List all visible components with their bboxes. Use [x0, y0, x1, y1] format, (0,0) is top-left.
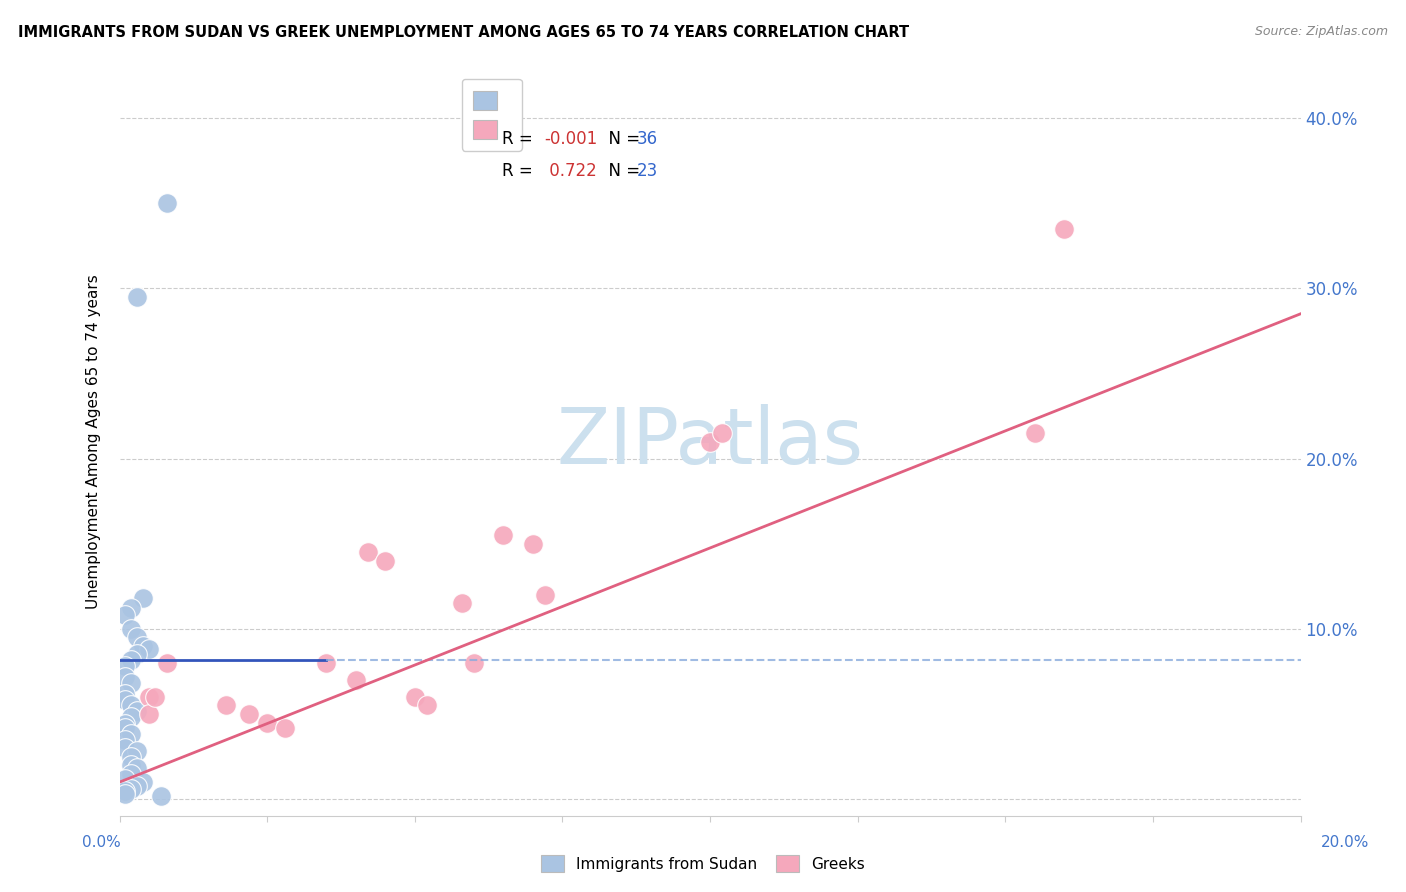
Point — [127, 704, 149, 718]
Text: Source: ZipAtlas.com: Source: ZipAtlas.com — [1254, 25, 1388, 38]
Text: 20.0%: 20.0% — [1322, 836, 1369, 850]
Point — [463, 656, 485, 670]
Y-axis label: Unemployment Among Ages 65 to 74 years: Unemployment Among Ages 65 to 74 years — [86, 274, 101, 609]
Text: IMMIGRANTS FROM SUDAN VS GREEK UNEMPLOYMENT AMONG AGES 65 TO 74 YEARS CORRELATIO: IMMIGRANTS FROM SUDAN VS GREEK UNEMPLOYM… — [18, 25, 910, 40]
Point — [415, 698, 437, 713]
Point — [127, 648, 149, 662]
Point — [114, 717, 136, 731]
Point — [114, 732, 136, 747]
Point — [127, 744, 149, 758]
Text: 0.722: 0.722 — [544, 161, 598, 179]
Point — [120, 698, 142, 713]
Point — [533, 588, 555, 602]
Point — [114, 659, 136, 673]
Point — [127, 762, 149, 776]
Point — [120, 652, 142, 666]
Point — [138, 706, 160, 721]
Text: R =: R = — [502, 130, 538, 148]
Point — [127, 779, 149, 793]
Point — [344, 673, 367, 687]
Point — [114, 693, 136, 707]
Point — [120, 622, 142, 636]
Point — [710, 425, 733, 440]
Point — [138, 642, 160, 657]
Legend: Immigrants from Sudan, Greeks: Immigrants from Sudan, Greeks — [534, 847, 872, 880]
Point — [114, 608, 136, 623]
Text: R =: R = — [502, 161, 538, 179]
Point — [127, 631, 149, 645]
Point — [120, 781, 142, 796]
Point — [1024, 425, 1046, 440]
Point — [120, 710, 142, 724]
Point — [699, 434, 721, 449]
Point — [114, 772, 136, 786]
Point — [356, 545, 378, 559]
Point — [156, 656, 179, 670]
Point — [522, 537, 544, 551]
Point — [114, 787, 136, 801]
Point — [238, 706, 260, 721]
Point — [120, 727, 142, 741]
Point — [120, 601, 142, 615]
Point — [156, 196, 179, 211]
Point — [451, 596, 474, 610]
Point — [315, 656, 337, 670]
Point — [114, 687, 136, 701]
Point — [114, 669, 136, 683]
Point — [143, 690, 166, 704]
Point — [120, 758, 142, 772]
Text: N =: N = — [598, 161, 645, 179]
Point — [215, 698, 238, 713]
Point — [114, 741, 136, 756]
Text: 0.0%: 0.0% — [82, 836, 121, 850]
Text: -0.001: -0.001 — [544, 130, 598, 148]
Point — [120, 676, 142, 690]
Text: ZIPatlas: ZIPatlas — [557, 403, 863, 480]
Point — [256, 715, 278, 730]
Point — [274, 721, 297, 735]
Point — [149, 789, 172, 803]
Text: 23: 23 — [637, 161, 658, 179]
Point — [1053, 221, 1076, 235]
Text: 36: 36 — [637, 130, 658, 148]
Point — [404, 690, 426, 704]
Point — [132, 775, 155, 789]
Point — [127, 290, 149, 304]
Point — [114, 721, 136, 735]
Legend: , : , — [461, 79, 522, 151]
Text: N =: N = — [598, 130, 645, 148]
Point — [132, 591, 155, 606]
Point — [138, 690, 160, 704]
Point — [132, 639, 155, 653]
Point — [120, 749, 142, 764]
Point — [374, 554, 396, 568]
Point — [492, 528, 515, 542]
Point — [114, 783, 136, 797]
Point — [120, 766, 142, 780]
